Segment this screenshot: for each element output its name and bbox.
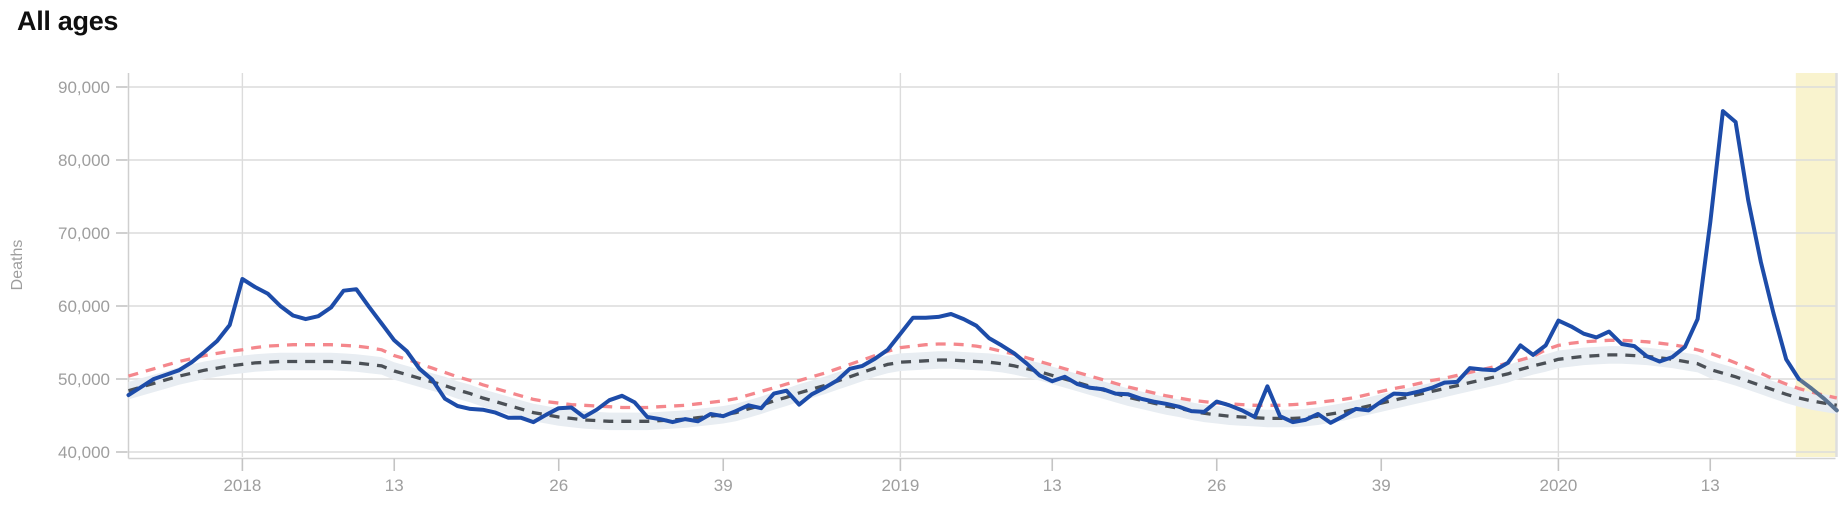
x-tick-label: 26 [549,476,568,495]
x-tick-label: 13 [1701,476,1720,495]
x-tick-label: 13 [385,476,404,495]
actual-line [126,109,1801,425]
y-tick-label: 40,000 [58,443,110,462]
expected-average-line [128,353,1838,423]
x-tick-label: 26 [1207,476,1226,495]
x-tick-label: 2018 [223,476,261,495]
y-tick-label: 60,000 [58,297,110,316]
x-tick-label: 13 [1043,476,1062,495]
chart-title: All ages [17,6,119,36]
actual-line-provisional [1796,377,1839,413]
x-tick-label: 2020 [1539,476,1577,495]
x-tick-label: 39 [1372,476,1391,495]
x-tick-label: 2019 [881,476,919,495]
x-tick-label: 39 [714,476,733,495]
y-axis-title: Deaths [9,240,26,291]
y-tick-label: 50,000 [58,370,110,389]
y-tick-label: 70,000 [58,224,110,243]
y-tick-label: 90,000 [58,78,110,97]
y-tick-label: 80,000 [58,151,110,170]
expected-range-band [128,346,1837,431]
